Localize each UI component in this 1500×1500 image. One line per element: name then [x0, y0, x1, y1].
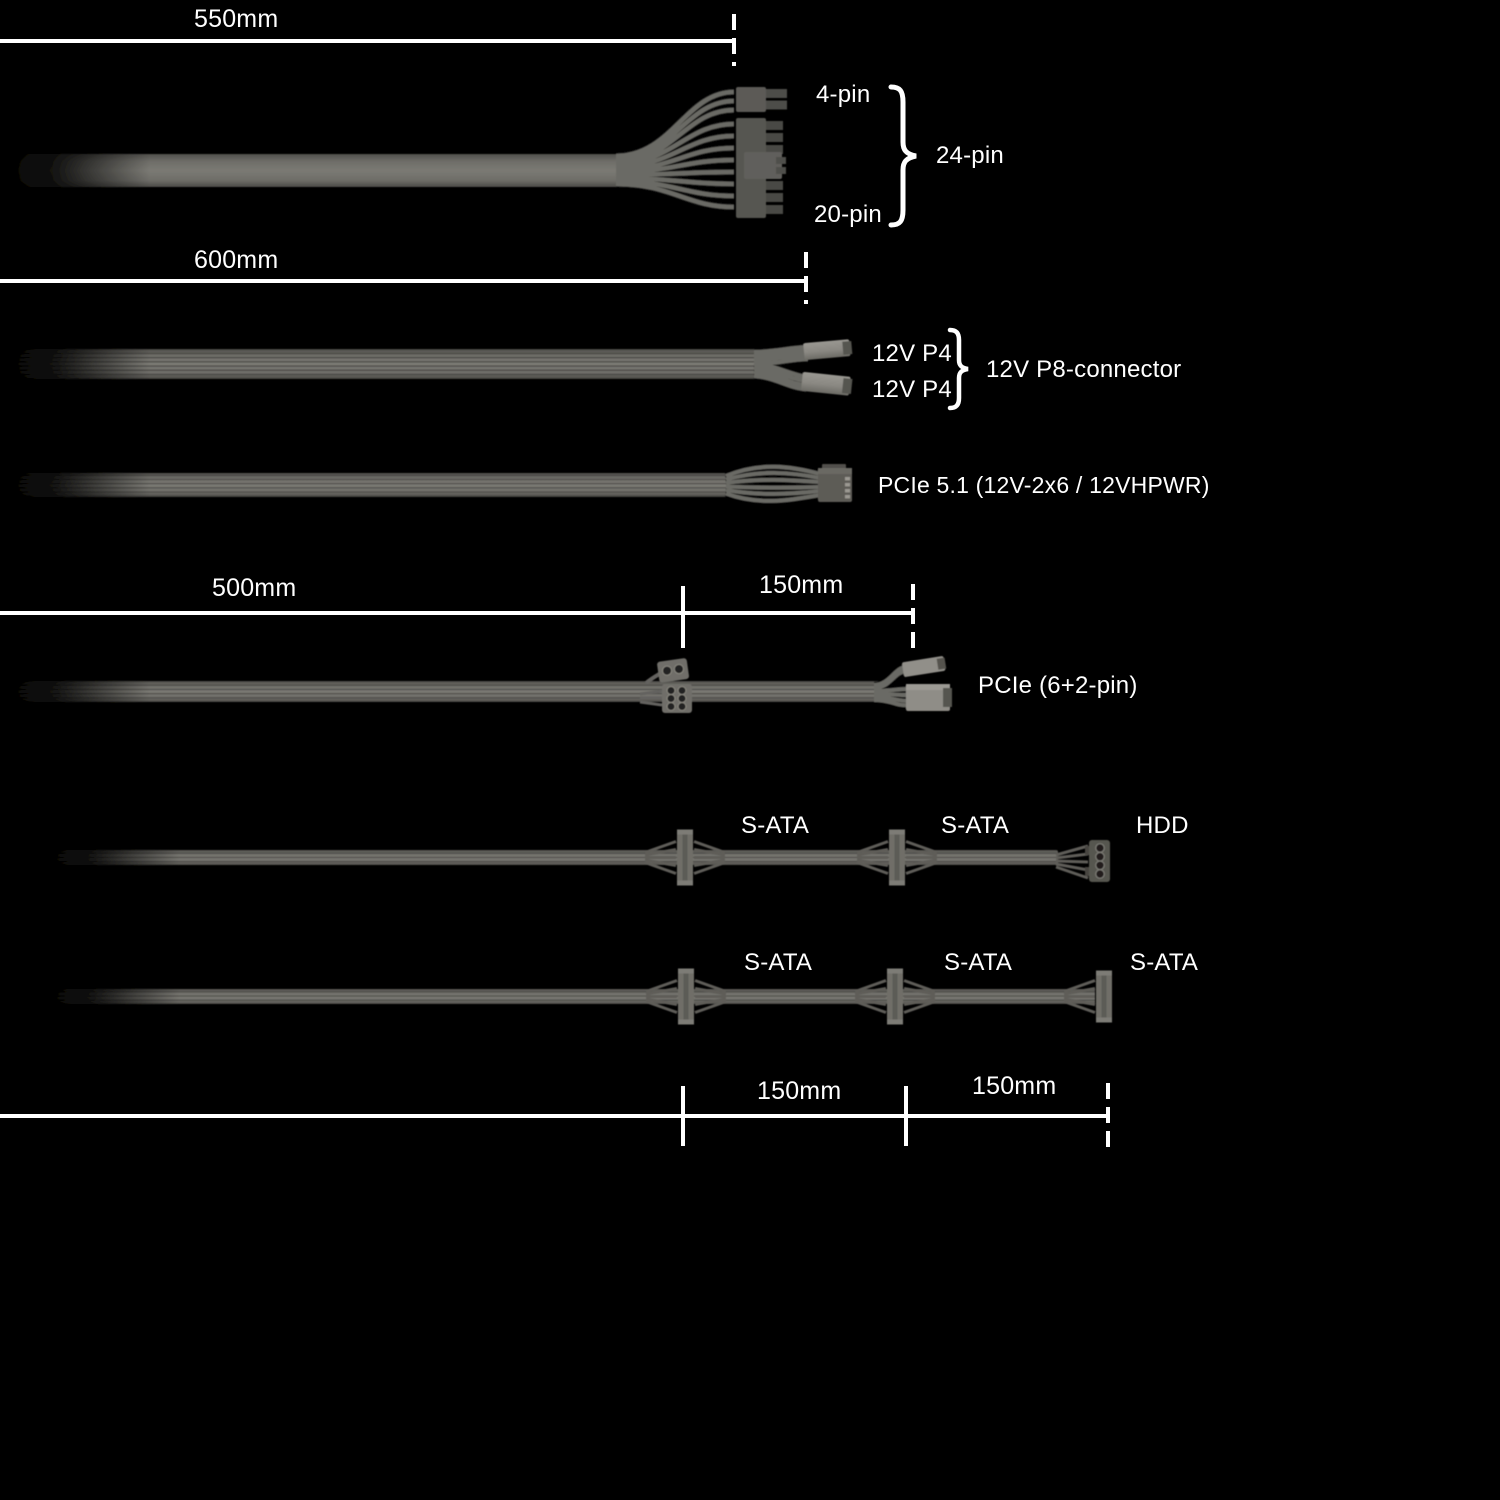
atx-4pin-connector-graphic: [736, 87, 787, 112]
connector-label-pcie51: PCIe 5.1 (12V-2x6 / 12VHPWR): [878, 472, 1210, 498]
connector-label-sata-4: S-ATA: [944, 949, 1013, 976]
measurement-line-500-150: [0, 584, 915, 650]
connector-label-12v-p4-top: 12V P4: [872, 340, 952, 367]
pcie62-6pin-connector-graphic: [906, 684, 952, 711]
hdd-connector-graphic: [1054, 838, 1112, 884]
connector-label-sata-2: S-ATA: [941, 812, 1010, 839]
sata-connector-graphic: [1062, 969, 1114, 1024]
pcie51-cable-graphic: [0, 463, 852, 505]
connector-label-4pin: 4-pin: [816, 81, 871, 108]
measurement-line-550: [0, 14, 736, 66]
cpu-12v-cable-graphic: [0, 339, 853, 396]
brace-24pin: [888, 84, 917, 228]
connector-label-20pin: 20-pin: [814, 201, 882, 228]
measurement-label-500mm: 500mm: [212, 574, 297, 602]
connector-group-label-24pin: 24-pin: [936, 142, 1004, 169]
sata-connector-graphic: [855, 828, 939, 887]
measurement-label-150mm-extension: 150mm: [759, 571, 844, 599]
measurement-label-550mm: 550mm: [194, 5, 279, 33]
measurement-line-150-150: [0, 1083, 1110, 1150]
measurement-line-600: [0, 252, 808, 304]
measurement-label-150mm-seg1: 150mm: [757, 1077, 842, 1105]
brace-p8-connector: [947, 327, 969, 411]
cpu-p4-connector-top-graphic: [803, 339, 853, 360]
sata-hdd-cable-graphic: [40, 828, 1112, 887]
sata-connector-graphic: [853, 967, 937, 1026]
connector-label-sata-1: S-ATA: [741, 812, 810, 839]
connector-group-label-12v-p8: 12V P8-connector: [986, 356, 1182, 383]
atx-20pin-connector-graphic: [736, 118, 786, 218]
pcie51-12vhpwr-connector-graphic: [818, 464, 852, 502]
sata-triple-cable-graphic: [40, 967, 1114, 1026]
atx-24pin-cable-graphic: [0, 87, 787, 218]
pcie62-cable-graphic: [0, 656, 952, 713]
connector-label-sata-5: S-ATA: [1130, 949, 1199, 976]
measurement-label-150mm-seg2: 150mm: [972, 1072, 1057, 1100]
connector-label-12v-p4-bottom: 12V P4: [872, 376, 952, 403]
pcie62-2pin-connector-graphic: [902, 656, 947, 677]
connector-label-pcie-6plus2: PCIe (6+2-pin): [978, 672, 1138, 699]
connector-label-sata-3: S-ATA: [744, 949, 813, 976]
sata-connector-graphic: [643, 828, 727, 887]
connector-label-hdd: HDD: [1136, 812, 1189, 839]
measurement-label-600mm: 600mm: [194, 246, 279, 274]
sata-connector-graphic: [644, 967, 728, 1026]
pcie62-mid-connector-graphic: [639, 658, 692, 713]
cpu-p4-connector-bottom-graphic: [801, 372, 853, 396]
